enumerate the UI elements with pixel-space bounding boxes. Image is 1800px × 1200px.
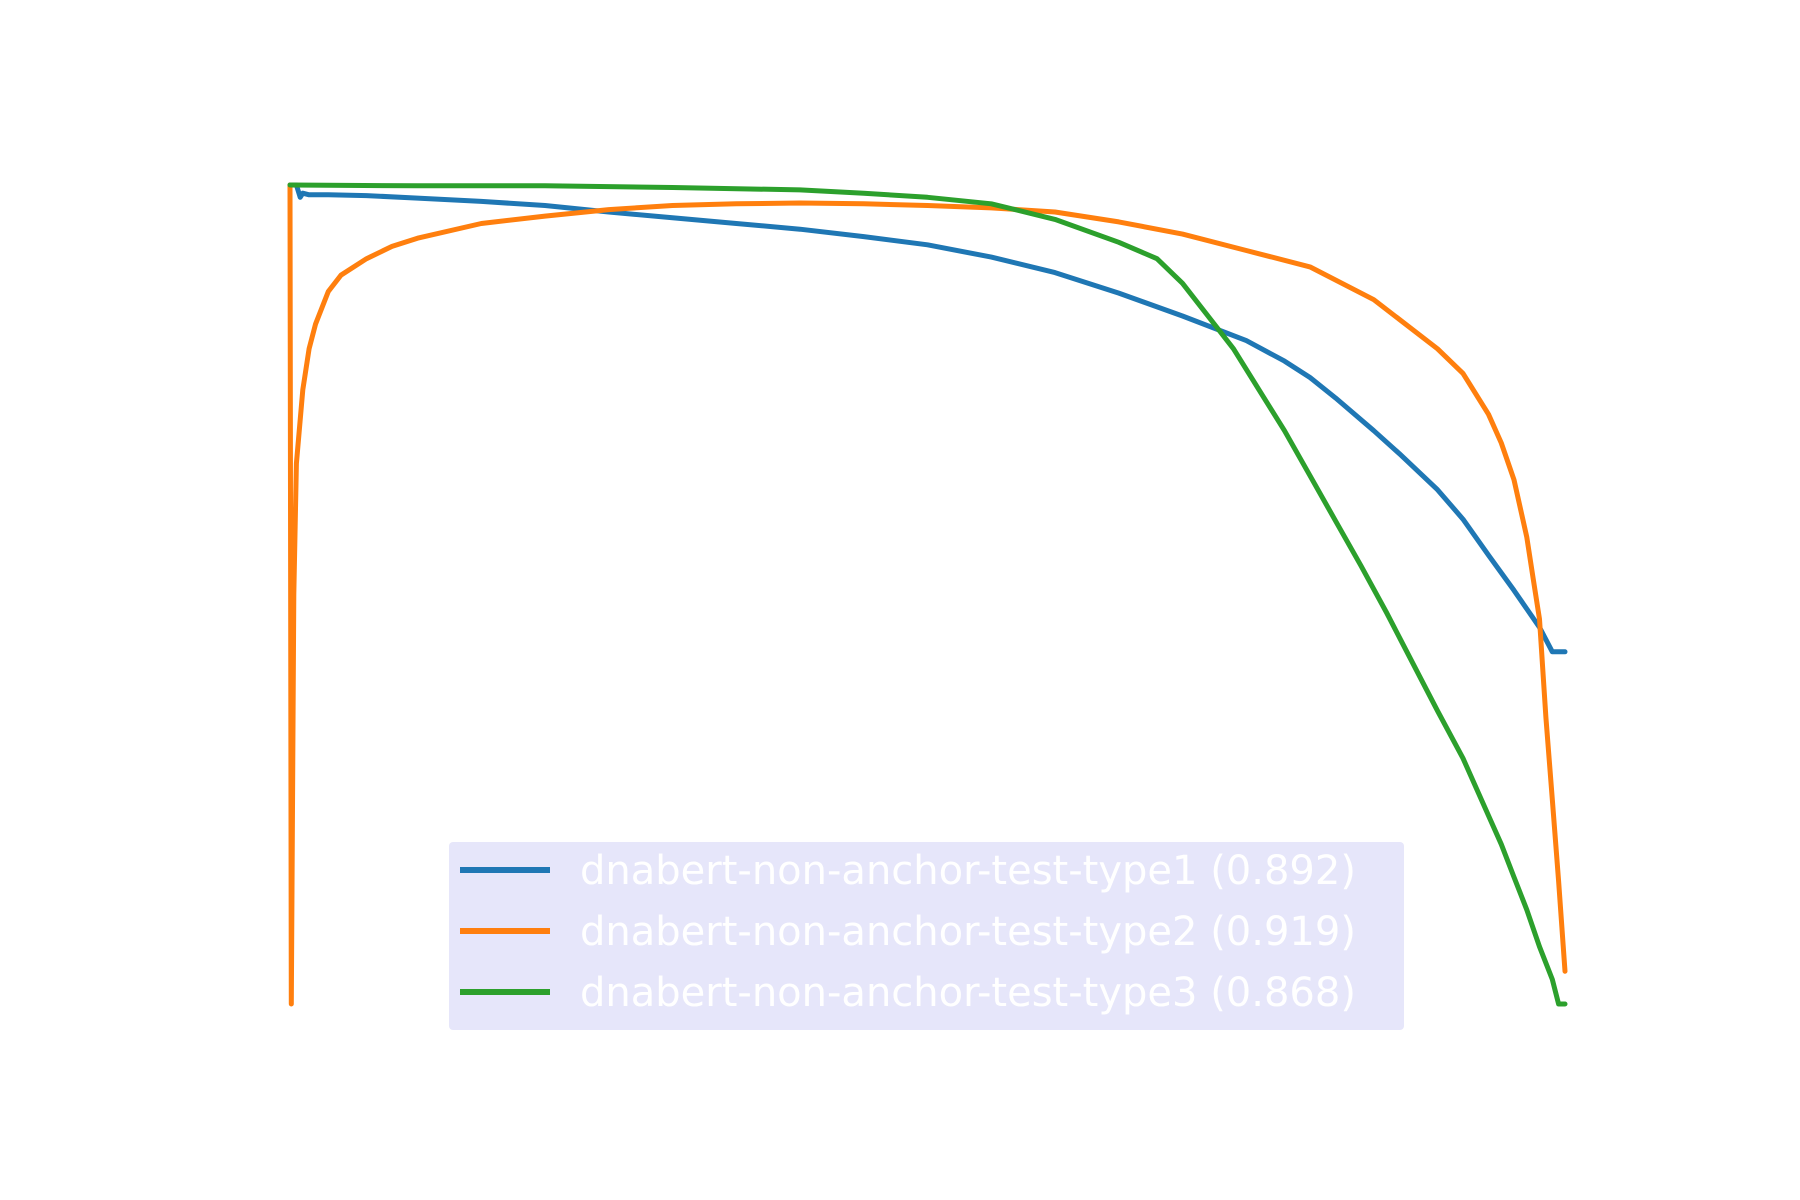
- series-line-3: [287, 182, 1568, 1007]
- series-line-2: [287, 182, 1568, 1007]
- series-line-1: [287, 182, 1568, 655]
- legend-background: [449, 842, 1404, 1030]
- legend-entry: dnabert-non-anchor-test-type3 (0.868): [460, 970, 1356, 1016]
- legend-label: dnabert-non-anchor-test-type2 (0.919): [580, 909, 1356, 955]
- legend: dnabert-non-anchor-test-type1 (0.892) dn…: [449, 842, 1404, 1030]
- legend-label: dnabert-non-anchor-test-type1 (0.892): [580, 848, 1356, 894]
- legend-label: dnabert-non-anchor-test-type3 (0.868): [580, 970, 1356, 1016]
- legend-entry: dnabert-non-anchor-test-type2 (0.919): [460, 909, 1356, 955]
- series-lines: [287, 182, 1568, 1007]
- legend-entry: dnabert-non-anchor-test-type1 (0.892): [460, 848, 1356, 894]
